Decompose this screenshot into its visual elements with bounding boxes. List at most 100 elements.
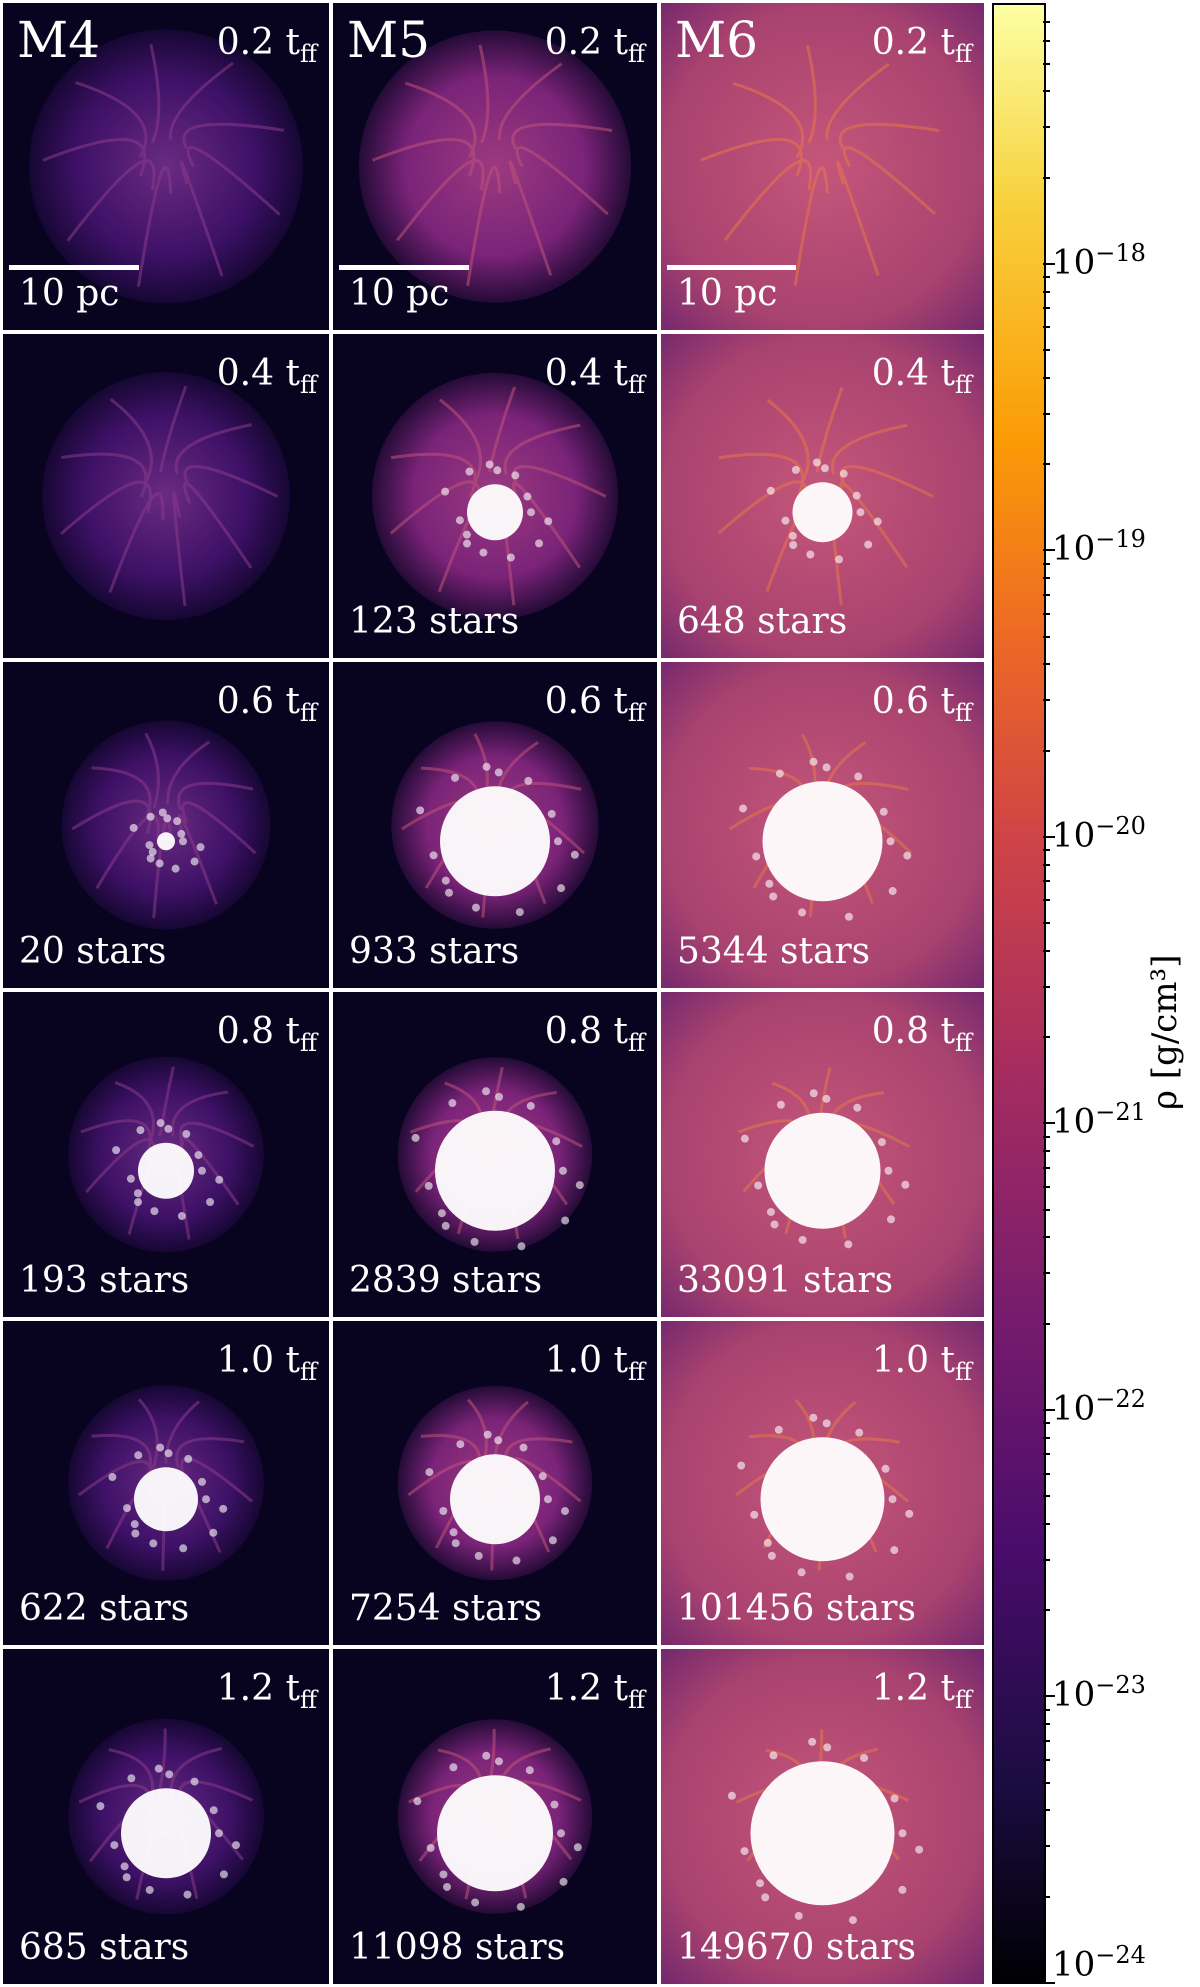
time-unit-subscript: ff bbox=[299, 1358, 317, 1386]
density-panel-m6-row-2: 0.4 tff 648 stars bbox=[661, 334, 984, 658]
time-unit-subscript: ff bbox=[954, 1358, 972, 1386]
colorbar-tick-base: 10 bbox=[1052, 242, 1096, 283]
time-unit-subscript: ff bbox=[954, 1686, 972, 1714]
scale-bar bbox=[339, 265, 469, 270]
colorbar bbox=[992, 3, 1046, 1984]
time-label: 1.0 tff bbox=[872, 1343, 972, 1385]
colorbar-tick-exponent: −21 bbox=[1095, 1098, 1146, 1127]
colorbar-tick bbox=[1043, 1895, 1050, 1898]
colorbar-tick bbox=[1043, 835, 1055, 838]
colorbar-tick-label: 10−24 bbox=[1052, 1941, 1146, 1984]
colorbar-tick-exponent: −19 bbox=[1095, 525, 1146, 554]
density-panel-m6-row-6: 1.2 tff 149670 stars bbox=[661, 1649, 984, 1984]
density-panel-m5-row-1: 0.2 tff M5 10 pc bbox=[333, 3, 657, 330]
time-label: 1.2 tff bbox=[216, 1668, 317, 1713]
scale-bar-label: 10 pc bbox=[349, 273, 450, 314]
time-value: 1.2 t bbox=[216, 1668, 300, 1709]
colorbar-tick bbox=[1043, 326, 1050, 329]
colorbar-tick bbox=[1043, 699, 1050, 702]
density-panel-m6-row-4: 0.8 tff 33091 stars bbox=[661, 992, 984, 1317]
density-map-image bbox=[333, 992, 657, 1317]
time-value: 0.4 t bbox=[871, 353, 955, 394]
scale-bar-label: 10 pc bbox=[19, 273, 120, 314]
colorbar-tick-exponent: −20 bbox=[1095, 811, 1146, 840]
colorbar-tick bbox=[1043, 275, 1050, 278]
density-panel-m4-row-4: 0.8 tff 193 stars bbox=[3, 992, 329, 1317]
time-unit-subscript: ff bbox=[954, 371, 972, 399]
time-label: 0.2 tff bbox=[872, 25, 972, 67]
density-map-image bbox=[3, 662, 329, 988]
colorbar-tick bbox=[1043, 1723, 1050, 1726]
time-value: 0.6 t bbox=[216, 681, 300, 722]
time-label: 0.6 tff bbox=[216, 681, 317, 726]
model-label: M6 bbox=[675, 11, 759, 69]
colorbar-tick-label: 10−19 bbox=[1052, 525, 1146, 568]
colorbar-tick-label: 10−20 bbox=[1052, 812, 1146, 855]
density-panel-m4-row-6: 1.2 tff 685 stars bbox=[3, 1649, 329, 1984]
colorbar-tick bbox=[1043, 62, 1050, 65]
density-map-image bbox=[333, 1321, 657, 1645]
colorbar-tick bbox=[1043, 1422, 1050, 1425]
density-map-image bbox=[3, 1649, 329, 1984]
colorbar-tick bbox=[1043, 663, 1050, 666]
colorbar-tick-base: 10 bbox=[1052, 528, 1096, 569]
colorbar-tick-label: 10−18 bbox=[1052, 239, 1146, 282]
density-map-image bbox=[333, 3, 657, 330]
time-value: 0.4 t bbox=[216, 353, 300, 394]
time-value: 0.8 t bbox=[544, 1011, 628, 1052]
colorbar-tick bbox=[1043, 1781, 1050, 1784]
colorbar-tick bbox=[1043, 1453, 1050, 1456]
colorbar-tick bbox=[1043, 376, 1050, 379]
density-panel-m5-row-3: 0.6 tff 933 stars bbox=[333, 662, 657, 988]
colorbar-tick bbox=[1043, 1185, 1050, 1188]
density-panel-m4-row-3: 0.6 tff 20 stars bbox=[3, 662, 329, 988]
star-count-label: 193 stars bbox=[19, 1260, 190, 1301]
density-panel-m4-row-1: 0.2 tff M4 10 pc bbox=[3, 3, 329, 330]
density-map-image bbox=[661, 992, 984, 1317]
time-value: 0.6 t bbox=[871, 681, 955, 722]
scale-bar bbox=[667, 265, 797, 270]
star-count-label: 5344 stars bbox=[677, 931, 871, 972]
density-map-image bbox=[661, 1321, 984, 1645]
colorbar-tick bbox=[1043, 985, 1050, 988]
time-unit-subscript: ff bbox=[627, 40, 645, 68]
colorbar-tick bbox=[1043, 635, 1050, 638]
time-value: 1.2 t bbox=[544, 1668, 628, 1709]
star-count-label: 685 stars bbox=[19, 1927, 190, 1968]
time-unit-subscript: ff bbox=[299, 40, 317, 68]
colorbar-tick bbox=[1043, 307, 1050, 310]
colorbar-tick bbox=[1043, 1495, 1050, 1498]
star-count-label: 648 stars bbox=[677, 601, 848, 642]
density-panel-m5-row-6: 1.2 tff 11098 stars bbox=[333, 1649, 657, 1984]
colorbar-tick bbox=[1043, 577, 1050, 580]
time-unit-subscript: ff bbox=[627, 1358, 645, 1386]
density-map-image bbox=[3, 992, 329, 1317]
colorbar-tick bbox=[1043, 126, 1050, 129]
time-unit-subscript: ff bbox=[299, 699, 317, 727]
colorbar-tick bbox=[1043, 290, 1050, 293]
colorbar-tick bbox=[1043, 1982, 1055, 1984]
colorbar-tick bbox=[1043, 593, 1050, 596]
time-value: 0.2 t bbox=[216, 22, 300, 63]
scale-bar-label: 10 pc bbox=[677, 273, 778, 314]
time-value: 0.8 t bbox=[871, 1011, 955, 1052]
time-unit-subscript: ff bbox=[954, 40, 972, 68]
colorbar-tick bbox=[1043, 1150, 1050, 1153]
density-map-image bbox=[333, 662, 657, 988]
time-label: 0.4 tff bbox=[545, 356, 645, 398]
colorbar-tick bbox=[1043, 176, 1050, 179]
time-value: 1.0 t bbox=[216, 1340, 300, 1381]
time-unit-subscript: ff bbox=[627, 371, 645, 399]
density-panel-m4-row-5: 1.0 tff 622 stars bbox=[3, 1321, 329, 1645]
colorbar-tick-exponent: −23 bbox=[1095, 1671, 1146, 1700]
density-panel-m4-row-2: 0.4 tff bbox=[3, 334, 329, 658]
density-map-image bbox=[661, 1649, 984, 1984]
colorbar-axis-label: ρ [g/cm³] bbox=[1145, 954, 1185, 1110]
colorbar-tick bbox=[1043, 1695, 1055, 1698]
colorbar-tick bbox=[1043, 1759, 1050, 1762]
colorbar-tick bbox=[1043, 90, 1050, 93]
time-unit-subscript: ff bbox=[627, 1029, 645, 1057]
time-label: 0.6 tff bbox=[871, 681, 972, 726]
time-unit-subscript: ff bbox=[954, 1029, 972, 1057]
density-map-image bbox=[3, 1321, 329, 1645]
